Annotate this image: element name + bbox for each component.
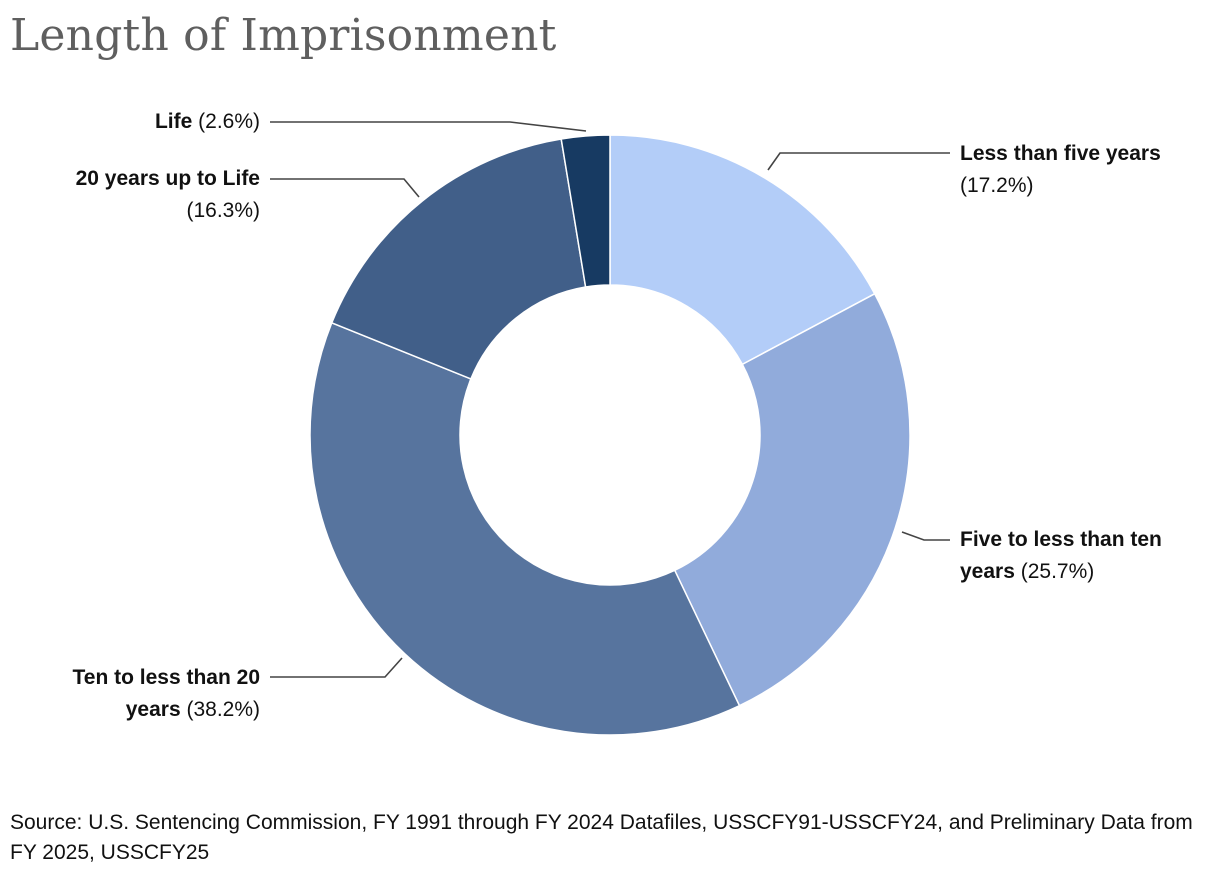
label-life: Life (2.6%): [155, 106, 260, 138]
label-name-line2: years: [960, 560, 1015, 583]
donut-slice-life: [560, 134, 611, 288]
donut-slice-ten-to-less-than-20-years: [309, 321, 741, 736]
chart-title: Length of Imprisonment: [10, 10, 557, 61]
source-note: Source: U.S. Sentencing Commission, FY 1…: [10, 811, 1193, 864]
label-name-line2: years: [125, 698, 181, 721]
leader-line-life: [270, 121, 587, 132]
leader-line-five-to-ten: [901, 531, 950, 541]
label-name: Less than five years: [960, 142, 1161, 165]
leader-line-twenty-to-life: [270, 178, 420, 198]
label-name: Life: [154, 110, 193, 133]
donut-slices: [309, 134, 911, 736]
label-name: 20 years up to Life: [75, 167, 260, 190]
donut-slice-20-years-up-to-life: [330, 138, 587, 380]
leader-line-less-than-five: [767, 152, 950, 171]
label-less-than-five-years: Less than five years (17.2%): [960, 138, 1161, 202]
donut-slice-less-than-five-years: [609, 134, 876, 366]
label-percent: (2.6%): [198, 110, 260, 133]
label-five-to-less-than-ten-years: Five to less than ten years (25.7%): [960, 524, 1162, 588]
leader-lines: [270, 121, 950, 678]
label-percent: (16.3%): [186, 199, 260, 222]
label-name-line1: Five to less than ten: [960, 528, 1162, 551]
label-percent: (25.7%): [1020, 560, 1095, 583]
label-percent: (17.2%): [960, 174, 1034, 197]
label-20-years-up-to-life: 20 years up to Life (16.3%): [76, 163, 260, 227]
leader-line-ten-to-twenty: [270, 657, 403, 678]
donut-slice-five-to-less-than-ten-years: [673, 292, 911, 707]
label-name-line1: Ten to less than 20: [72, 666, 261, 689]
label-ten-to-less-than-20-years: Ten to less than 20 years (38.2%): [73, 662, 261, 726]
label-percent: (38.2%): [186, 698, 260, 721]
